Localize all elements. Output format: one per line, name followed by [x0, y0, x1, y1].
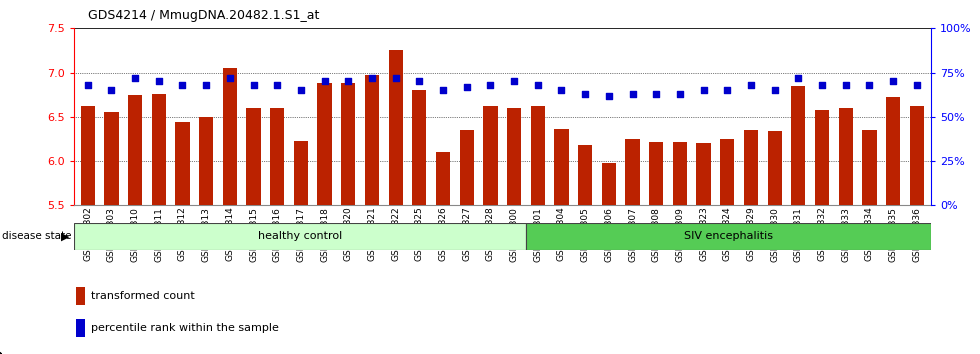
Point [696, 87, 711, 93]
Bar [460, 130, 473, 205]
Bar [886, 97, 901, 205]
Bar [602, 163, 616, 205]
Bar [744, 130, 759, 205]
Point [151, 79, 167, 84]
Point [435, 87, 451, 93]
Bar [80, 106, 95, 205]
Bar [104, 113, 119, 205]
Point [293, 87, 309, 93]
Bar [507, 108, 521, 205]
Point [174, 82, 190, 88]
Point [246, 82, 262, 88]
Text: percentile rank within the sample: percentile rank within the sample [90, 323, 278, 333]
Point [838, 82, 854, 88]
Bar [531, 106, 545, 205]
Point [577, 91, 593, 97]
Point [743, 82, 759, 88]
Point [127, 75, 143, 81]
Text: SIV encephalitis: SIV encephalitis [684, 231, 773, 241]
Point [317, 79, 332, 84]
Point [554, 87, 569, 93]
Point [814, 82, 830, 88]
Bar [697, 143, 710, 205]
Bar [318, 83, 331, 205]
Point [791, 75, 807, 81]
Bar [152, 94, 166, 205]
Bar [720, 139, 734, 205]
Bar [341, 83, 356, 205]
Point [649, 91, 664, 97]
Point [222, 75, 238, 81]
Point [672, 91, 688, 97]
Point [861, 82, 877, 88]
Text: healthy control: healthy control [258, 231, 342, 241]
Bar [222, 68, 237, 205]
Point [340, 79, 356, 84]
Point [388, 75, 404, 81]
Bar [578, 145, 592, 205]
Bar [246, 108, 261, 205]
Bar [388, 50, 403, 205]
Text: ▶: ▶ [61, 231, 70, 241]
Point [908, 82, 924, 88]
Point [624, 91, 640, 97]
Bar [76, 287, 84, 305]
Bar [839, 108, 853, 205]
Bar [526, 223, 931, 250]
Point [482, 82, 498, 88]
Bar [791, 86, 806, 205]
Text: GDS4214 / MmugDNA.20482.1.S1_at: GDS4214 / MmugDNA.20482.1.S1_at [88, 9, 319, 22]
Bar [909, 106, 924, 205]
Bar [128, 95, 142, 205]
Bar [555, 129, 568, 205]
Point [766, 87, 782, 93]
Text: transformed count: transformed count [90, 291, 194, 301]
Point [530, 82, 546, 88]
Point [507, 79, 522, 84]
Point [365, 75, 380, 81]
Bar [270, 108, 284, 205]
Bar [294, 141, 308, 205]
Bar [436, 152, 450, 205]
Bar [76, 319, 84, 337]
Point [412, 79, 427, 84]
Point [601, 93, 616, 98]
Bar [199, 117, 214, 205]
Point [198, 82, 214, 88]
Bar [365, 75, 379, 205]
Point [80, 82, 96, 88]
Text: disease state: disease state [2, 231, 72, 241]
Bar [74, 223, 526, 250]
Bar [625, 139, 640, 205]
Bar [815, 110, 829, 205]
Bar [649, 142, 663, 205]
Point [719, 87, 735, 93]
Point [459, 84, 474, 90]
Point [270, 82, 285, 88]
Point [104, 87, 120, 93]
Bar [483, 106, 498, 205]
Bar [673, 143, 687, 205]
Bar [175, 122, 189, 205]
Bar [413, 90, 426, 205]
Bar [767, 131, 782, 205]
Bar [862, 130, 876, 205]
Point [885, 79, 901, 84]
